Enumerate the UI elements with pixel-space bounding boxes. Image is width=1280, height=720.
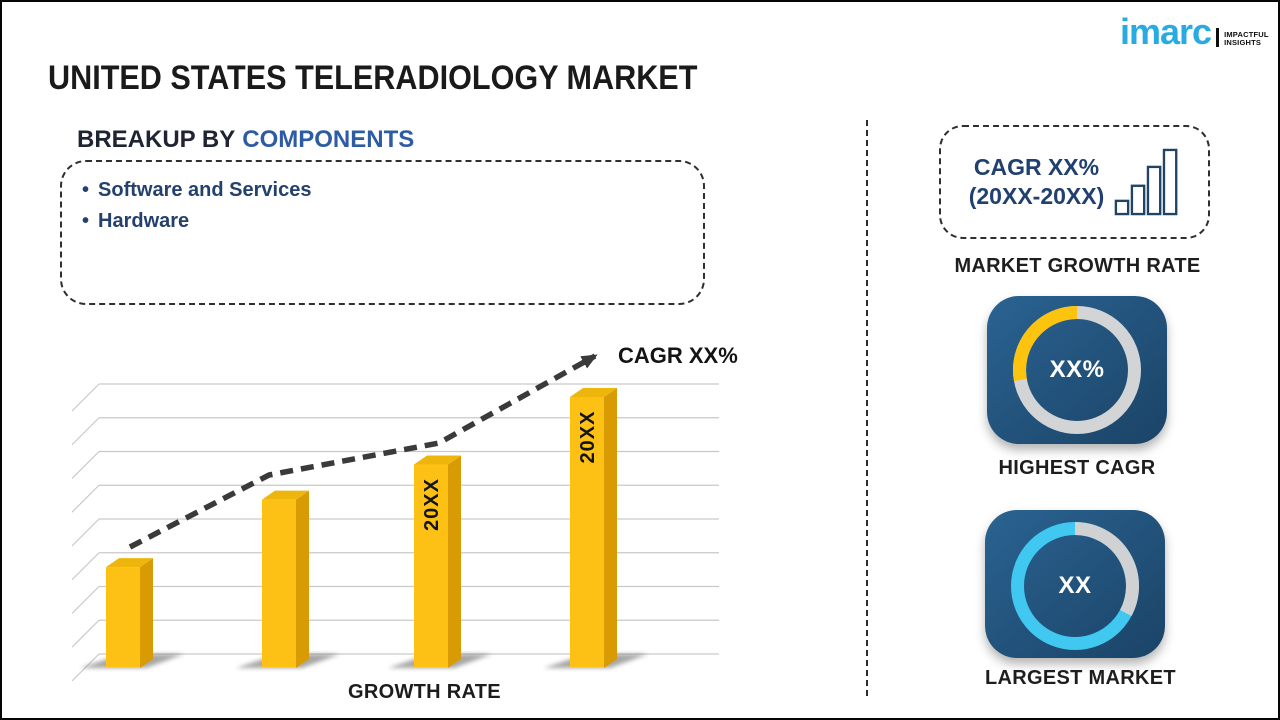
svg-text:20XX: 20XX (577, 411, 599, 464)
x-axis-label: GROWTH RATE (348, 681, 501, 703)
largest-market-donut-icon (1011, 522, 1139, 650)
svg-text:20XX: 20XX (421, 478, 443, 531)
breakup-heading: BREAKUP BY COMPONENTS (77, 126, 414, 154)
breakup-components-box: Software and ServicesHardware (60, 160, 705, 305)
panel-separator (866, 120, 868, 696)
breakup-heading-highlight: COMPONENTS (242, 126, 415, 153)
highest-cagr-card: XX% (987, 296, 1167, 444)
highest-cagr-donut-icon (1013, 306, 1141, 434)
highest-cagr-label: HIGHEST CAGR (998, 457, 1156, 479)
cagr-trend-label: CAGR XX% (618, 343, 738, 368)
largest-market-card: XX (985, 510, 1165, 658)
breakup-heading-prefix: BREAKUP BY (77, 126, 236, 153)
imarc-logo: imarc IMPACTFUL INSIGHTS (1120, 11, 1269, 52)
logo-tagline-line2: INSIGHTS (1224, 38, 1262, 47)
logo-brand-text: imarc (1120, 11, 1212, 52)
cagr-value-text: CAGR XX% (20XX-20XX) (969, 153, 1105, 211)
largest-market-label: LARGEST MARKET (985, 667, 1176, 689)
largest-market-value: XX (1058, 571, 1092, 599)
bar-chart-icon (1114, 148, 1178, 216)
highest-cagr-value: XX% (1049, 356, 1105, 383)
logo-tagline: IMPACTFUL INSIGHTS (1224, 31, 1269, 47)
growth-rate-chart: 20XX 20XX (62, 332, 742, 692)
market-growth-rate-box: CAGR XX% (20XX-20XX) (939, 125, 1210, 239)
market-growth-rate-label: MARKET GROWTH RATE (954, 255, 1201, 277)
breakup-items-list: Software and ServicesHardware (62, 162, 703, 237)
growth-rate-chart-svg: 20XX 20XX (71, 353, 719, 682)
logo-tagline-line1: IMPACTFUL (1224, 30, 1269, 39)
cagr-line1: CAGR XX% (973, 154, 1100, 180)
logo-divider (1216, 28, 1220, 47)
breakup-item: Hardware (82, 206, 703, 237)
breakup-item: Software and Services (82, 175, 703, 206)
cagr-line2: (20XX-20XX) (968, 183, 1105, 209)
page-title: UNITED STATES TELERADIOLOGY MARKET (48, 59, 698, 97)
